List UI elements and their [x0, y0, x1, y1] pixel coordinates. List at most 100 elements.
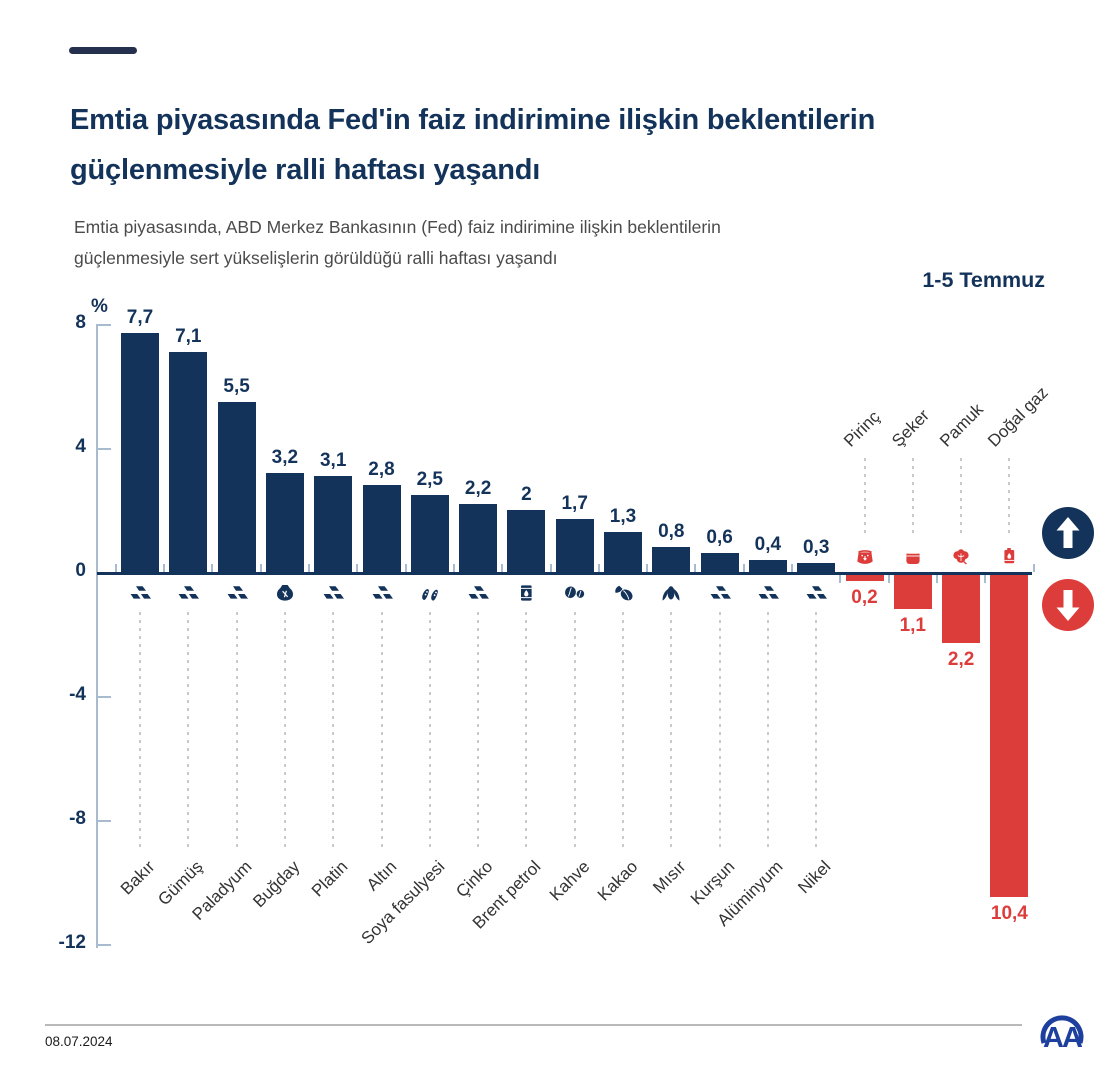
aa-logo-icon: AA: [1040, 1015, 1085, 1054]
baseline-category-tick: [259, 564, 262, 572]
bar-value-label: 3,2: [271, 446, 299, 468]
dashed-guide: [718, 612, 721, 852]
baseline-category-tick: [404, 564, 407, 572]
bar: [459, 503, 498, 572]
wheat-sack-icon: [273, 584, 297, 602]
bar: [314, 475, 353, 572]
bar: [748, 559, 787, 572]
period-label: 1-5 Temmuz: [922, 268, 1045, 292]
x-axis-label: Mısır: [649, 857, 690, 898]
bar: [507, 510, 546, 572]
bar: [942, 575, 981, 644]
baseline-category-tick: [1032, 564, 1035, 572]
y-axis-tick: [97, 324, 111, 326]
down-badge: [1041, 578, 1095, 632]
baseline-category-tick: [646, 564, 649, 572]
cotton-icon: [949, 547, 973, 565]
y-axis-tick: [97, 944, 111, 946]
bar-value-label: 2,8: [368, 459, 395, 481]
baseline-category-tick: [163, 564, 166, 572]
dashed-guide: [525, 612, 528, 852]
y-axis-tick-label: -4: [69, 684, 86, 705]
baseline-category-tick: [211, 564, 214, 572]
zero-axis-line: [97, 572, 1032, 575]
dashed-guide: [332, 612, 335, 852]
bar: [555, 519, 594, 572]
bar: [410, 494, 449, 572]
baseline-category-tick: [597, 564, 600, 572]
y-axis-tick-label: -12: [58, 932, 86, 953]
metal-ingots-icon: [176, 584, 200, 602]
dashed-guide: [960, 458, 963, 538]
metal-ingots-icon: [321, 584, 345, 602]
y-axis-tick: [97, 696, 111, 698]
up-badge: [1041, 506, 1095, 560]
sugar-pot-icon: [901, 547, 925, 565]
baseline-category-tick: [887, 575, 890, 583]
dashed-guide: [380, 612, 383, 852]
dashed-guide: [477, 612, 480, 852]
bar: [169, 351, 208, 572]
y-axis-unit-label: %: [91, 296, 108, 317]
bar: [700, 553, 739, 572]
bar-value-label: 1,1: [899, 615, 926, 637]
x-axis-label: Buğday: [249, 857, 304, 912]
bar-value-label: 0,4: [754, 533, 782, 555]
accent-dash: [69, 47, 137, 54]
y-axis-tick: [97, 820, 111, 822]
bar-value-label: 3,1: [319, 449, 347, 471]
soybean-icon: [418, 584, 442, 602]
metal-ingots-icon: [225, 584, 249, 602]
dashed-guide: [283, 612, 286, 852]
x-axis-label: Bakır: [116, 857, 159, 899]
baseline-category-tick: [742, 564, 745, 572]
bar-value-label: 5,5: [223, 375, 250, 397]
dashed-guide: [235, 612, 238, 852]
dashed-guide: [573, 612, 576, 852]
up-arrow-icon: [1042, 507, 1094, 559]
x-axis-label: Nikel: [794, 857, 835, 898]
bar: [362, 485, 401, 572]
bar: [217, 401, 256, 572]
x-axis-label: Pirinç: [839, 407, 884, 451]
baseline-category-tick: [839, 575, 842, 583]
baseline-category-tick: [935, 575, 938, 583]
metal-ingots-icon: [756, 584, 780, 602]
metal-ingots-icon: [708, 584, 732, 602]
baseline-category-tick: [984, 575, 987, 583]
metal-ingots-icon: [804, 584, 828, 602]
bar-value-label: 2: [521, 484, 532, 505]
gas-drum-icon: [997, 547, 1021, 565]
dashed-guide: [863, 458, 866, 538]
x-axis-label: Çinko: [452, 857, 497, 902]
x-axis-label: Şeker: [887, 405, 933, 451]
x-axis-label: Altın: [362, 857, 400, 895]
bar: [265, 472, 304, 572]
x-axis-label: Kakao: [593, 857, 642, 905]
dashed-guide: [428, 612, 431, 852]
dashed-guide: [670, 612, 673, 852]
y-axis-tick-label: -8: [69, 808, 86, 829]
baseline-category-tick: [549, 564, 552, 572]
down-arrow-icon: [1042, 579, 1094, 631]
y-axis-tick: [97, 448, 111, 450]
bar: [990, 575, 1029, 898]
bar: [604, 531, 642, 572]
footer-date: 08.07.2024: [45, 1034, 113, 1049]
cocoa-pod-icon: [611, 584, 635, 602]
rice-sack-icon: [853, 547, 877, 565]
page-subtitle: Emtia piyasasında, ABD Merkez Bankasının…: [74, 216, 721, 268]
y-axis-line: [96, 324, 98, 948]
bar-value-label: 2,2: [464, 477, 492, 499]
bar-value-label: 0,6: [706, 527, 733, 549]
baseline-category-tick: [694, 564, 697, 572]
oil-barrel-icon: [514, 584, 538, 602]
baseline-category-tick: [308, 564, 311, 572]
bar: [845, 575, 884, 582]
y-axis-tick-label: 4: [75, 436, 86, 457]
baseline-category-tick: [791, 564, 794, 572]
bar-value-label: 0,8: [658, 521, 685, 543]
bar: [121, 333, 159, 572]
svg-text:AA: AA: [1043, 1022, 1083, 1052]
